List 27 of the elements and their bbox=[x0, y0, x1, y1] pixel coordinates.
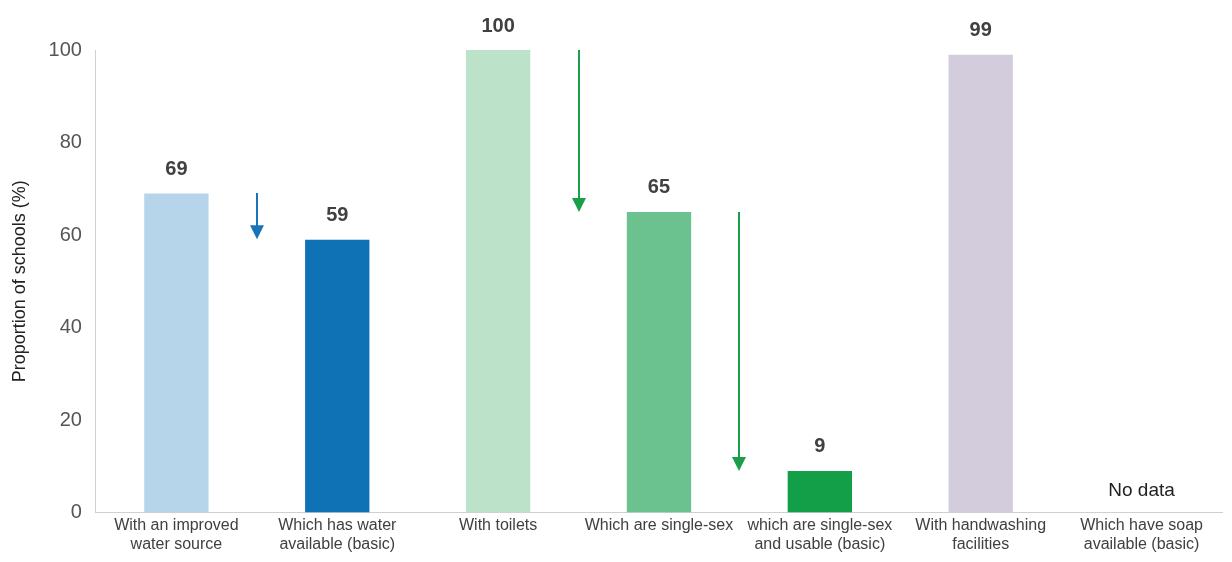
x-tick-label: With handwashing facilities bbox=[915, 515, 1047, 552]
y-tick-label: 40 bbox=[59, 315, 82, 338]
y-axis-title: Proportion of schools (%) bbox=[8, 180, 29, 383]
bar bbox=[305, 239, 370, 513]
data-label: 9 bbox=[814, 434, 826, 457]
x-tick-label: Which has water available (basic) bbox=[278, 515, 398, 552]
bar bbox=[465, 50, 531, 513]
y-tick-label: 100 bbox=[48, 37, 82, 60]
annotation: No data bbox=[1108, 479, 1176, 501]
bar bbox=[948, 54, 1013, 513]
bar bbox=[144, 193, 209, 513]
data-label: 59 bbox=[326, 203, 349, 226]
x-tick-label: With toilets bbox=[459, 515, 538, 533]
bar bbox=[787, 470, 853, 513]
data-label: 69 bbox=[165, 156, 188, 179]
data-label: 65 bbox=[647, 175, 671, 198]
y-tick-label: 20 bbox=[59, 407, 82, 430]
y-tick-label: 60 bbox=[59, 222, 82, 245]
data-label: 99 bbox=[969, 18, 992, 41]
x-tick-label: Which are single-sex bbox=[584, 515, 734, 533]
y-tick-label: 0 bbox=[70, 500, 82, 523]
x-tick-label: which are single-sex and usable (basic) bbox=[746, 515, 893, 552]
bar bbox=[626, 211, 692, 513]
x-tick-label: With an improved water source bbox=[114, 515, 239, 552]
y-tick-label: 80 bbox=[59, 130, 82, 153]
data-label: 100 bbox=[481, 13, 515, 36]
x-tick-label: Which have soap available (basic) bbox=[1080, 515, 1204, 552]
